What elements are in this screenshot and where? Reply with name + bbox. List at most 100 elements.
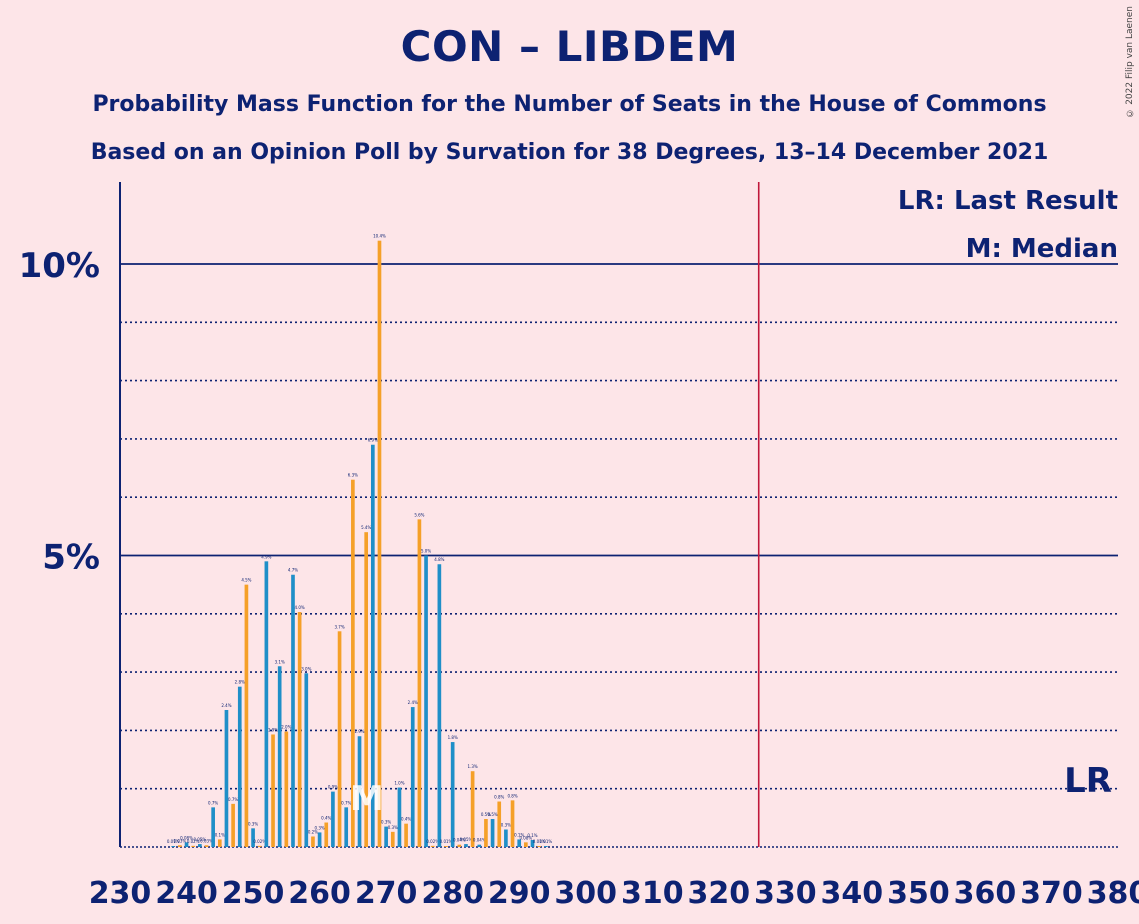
bar-value-label: 0.4% <box>401 817 411 822</box>
bar-value-label: 0.8% <box>507 793 517 798</box>
bar <box>390 831 395 847</box>
bar <box>470 771 475 847</box>
x-tick-label: 330 <box>754 876 817 911</box>
bar <box>490 819 495 847</box>
x-tick-label: 350 <box>887 876 950 911</box>
bar-value-label: 0.7% <box>208 800 218 805</box>
bar <box>291 574 295 847</box>
bar-value-label: 0.3% <box>501 823 511 828</box>
bar-value-label: 6.3% <box>348 473 358 478</box>
x-tick-label: 260 <box>288 876 351 911</box>
bar <box>211 807 215 847</box>
bar <box>484 819 488 847</box>
bar-value-label: 5.0% <box>421 549 431 554</box>
bar-value-label: 0.1% <box>527 833 537 838</box>
bar-value-label: 0.3% <box>248 821 258 826</box>
bar-value-label: 0.9% <box>328 785 338 790</box>
bar-value-label: 6.9% <box>368 438 378 443</box>
chart-source: Based on an Opinion Poll by Survation fo… <box>90 140 1049 165</box>
bar <box>304 673 309 847</box>
bar <box>344 807 349 847</box>
bar-value-label: 0.1% <box>514 832 524 837</box>
bar-value-label: 3.7% <box>334 624 344 629</box>
chart-title: CON – LIBDEM <box>400 22 739 71</box>
bar <box>191 845 196 847</box>
bar-value-label: 4.0% <box>295 605 305 610</box>
bar <box>331 791 335 847</box>
x-tick-label: 380 <box>1087 876 1139 911</box>
bar <box>543 846 548 847</box>
bar <box>370 444 375 847</box>
bar <box>357 736 362 847</box>
bar-value-label: 0.02% <box>187 839 200 844</box>
bar-value-label: 0.4% <box>321 816 331 821</box>
bar-value-label: 0.04% <box>473 838 486 843</box>
bar-value-label: 0.05% <box>193 837 206 842</box>
bar <box>450 742 455 847</box>
bar <box>524 842 528 847</box>
bar <box>277 666 282 847</box>
bar-value-label: 1.0% <box>394 781 404 786</box>
bar-value-label: 4.8% <box>434 557 444 562</box>
x-tick-label: 270 <box>355 876 418 911</box>
bar-value-label: 10.4% <box>373 234 386 239</box>
bar <box>430 845 435 847</box>
bar-value-label: 4.7% <box>288 568 298 573</box>
bar-value-label: 2.4% <box>221 703 231 708</box>
bar <box>204 845 209 847</box>
bar <box>231 803 235 847</box>
bar-value-label: 0.3% <box>388 825 398 830</box>
y-tick-label: 5% <box>42 538 100 578</box>
bar-value-label: 0.01% <box>533 839 546 844</box>
bar-value-label: 0.2% <box>308 830 318 835</box>
bar <box>324 822 329 847</box>
x-tick-label: 300 <box>554 876 617 911</box>
bar <box>417 519 422 847</box>
bar <box>497 801 502 847</box>
bar-value-label: 0.08% <box>180 835 193 840</box>
bar <box>257 845 262 847</box>
bar <box>178 845 182 847</box>
bar-value-label: 0.5% <box>488 812 498 817</box>
bar <box>297 612 302 847</box>
bar <box>337 631 342 847</box>
bar-value-label: 0.03% <box>200 838 213 843</box>
bar-value-label: 5.4% <box>361 525 371 530</box>
bar <box>437 564 442 847</box>
bar <box>311 836 315 847</box>
bar-value-label: 4.5% <box>241 578 251 583</box>
bar-value-label: 0.3% <box>381 820 391 825</box>
x-tick-label: 320 <box>687 876 750 911</box>
bar <box>397 787 402 847</box>
bar <box>364 532 369 847</box>
bar-value-label: 2.0% <box>281 725 291 730</box>
bar <box>244 584 249 847</box>
x-tick-label: 340 <box>821 876 884 911</box>
bar <box>530 840 535 847</box>
bar <box>377 240 382 847</box>
bar <box>510 800 515 847</box>
bar <box>251 828 255 847</box>
bar-value-label: 1.9% <box>354 729 364 734</box>
bar <box>504 829 508 847</box>
bar-value-label: 1.3% <box>468 764 478 769</box>
bar <box>171 846 176 847</box>
x-tick-label: 230 <box>89 876 152 911</box>
legend-last-result: LR: Last Result <box>898 186 1118 216</box>
bar <box>264 561 269 847</box>
bar-value-label: 2.4% <box>408 700 418 705</box>
bar <box>517 839 522 847</box>
bar <box>404 823 408 847</box>
bar-value-label: 1.8% <box>448 735 458 740</box>
bar-value-label: 0.05% <box>460 837 473 842</box>
bar <box>410 707 415 847</box>
legend-median: M: Median <box>966 234 1118 264</box>
bar <box>224 709 229 847</box>
bar-value-label: 1.9% <box>268 727 278 732</box>
bar <box>351 479 355 847</box>
bar <box>464 844 468 847</box>
x-tick-label: 310 <box>621 876 684 911</box>
x-tick-label: 240 <box>155 876 218 911</box>
bar <box>284 731 289 847</box>
bar-value-label: 0.7% <box>341 800 351 805</box>
